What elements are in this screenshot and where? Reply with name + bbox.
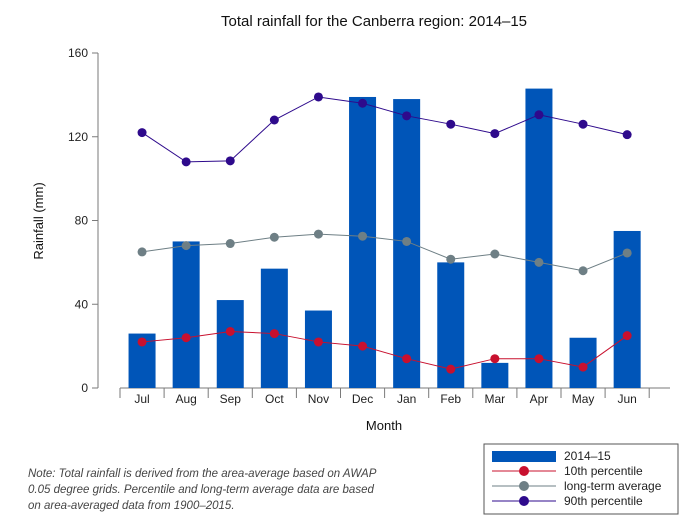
data-point (490, 249, 500, 259)
legend-label: 90th percentile (564, 494, 643, 508)
legend-marker (519, 481, 529, 491)
data-point (402, 236, 412, 246)
x-tick-label: Jan (397, 392, 416, 406)
data-point (269, 115, 279, 125)
y-axis-label: Rainfall (mm) (31, 182, 46, 259)
bar (260, 268, 288, 388)
data-point (446, 364, 456, 374)
data-point (181, 333, 191, 343)
x-tick-label: Jul (134, 392, 149, 406)
legend-swatch (492, 451, 556, 462)
bar (481, 362, 509, 388)
data-point (137, 247, 147, 257)
data-point (313, 229, 323, 239)
x-tick-label: Oct (265, 392, 284, 406)
data-point (225, 239, 235, 249)
data-point (622, 130, 632, 140)
data-point (358, 231, 368, 241)
data-point (358, 341, 368, 351)
bar (349, 96, 377, 388)
legend-marker (519, 496, 529, 506)
x-tick-label: Feb (440, 392, 461, 406)
x-tick-label: Mar (485, 392, 506, 406)
footnote: Note: Total rainfall is derived from the… (28, 468, 376, 512)
chart-title: Total rainfall for the Canberra region: … (221, 13, 527, 30)
data-point (137, 128, 147, 138)
x-tick-label: Dec (352, 392, 373, 406)
bar (525, 88, 553, 388)
legend-marker (519, 466, 529, 476)
x-tick-label: Nov (308, 392, 329, 406)
data-point (402, 111, 412, 121)
data-point (578, 266, 588, 276)
x-tick-label: May (572, 392, 595, 406)
data-point (578, 362, 588, 372)
data-point (137, 337, 147, 347)
data-point (402, 354, 412, 364)
x-tick-label: Sep (220, 392, 242, 406)
bar (216, 300, 244, 388)
y-tick-label: 40 (75, 297, 89, 311)
legend-label: 10th percentile (564, 464, 643, 478)
y-tick-label: 80 (75, 214, 89, 228)
x-tick-label: Apr (530, 392, 549, 406)
data-point (225, 156, 235, 166)
data-point (269, 329, 279, 339)
data-point (578, 119, 588, 129)
bar (172, 241, 200, 388)
y-tick-label: 120 (68, 130, 88, 144)
data-point (313, 337, 323, 347)
data-point (358, 98, 368, 108)
x-tick-label: Jun (617, 392, 636, 406)
data-point (181, 157, 191, 167)
data-point (181, 241, 191, 251)
data-point (534, 354, 544, 364)
data-point (446, 119, 456, 129)
series-line (142, 330, 628, 370)
data-point (225, 326, 235, 336)
bar (304, 310, 332, 388)
data-point (534, 110, 544, 120)
plot-area: 0 40 80 120 160 Jul Aug Sep Oct Nov Dec Jan Feb Mar Ap… (68, 46, 670, 406)
data-point (313, 92, 323, 102)
legend-label: 2014–15 (564, 449, 611, 463)
data-point (490, 129, 500, 139)
x-tick-label: Aug (175, 392, 196, 406)
y-tick-label: 160 (68, 46, 88, 60)
x-axis-label: Month (366, 418, 402, 433)
data-point (622, 331, 632, 341)
data-point (490, 354, 500, 364)
series-line (141, 233, 628, 272)
legend-label: long-term average (564, 479, 662, 493)
series-line (141, 96, 628, 163)
data-point (534, 257, 544, 267)
data-point (269, 232, 279, 242)
data-point (622, 248, 632, 258)
data-point (446, 254, 456, 264)
y-tick-label: 0 (81, 381, 88, 395)
